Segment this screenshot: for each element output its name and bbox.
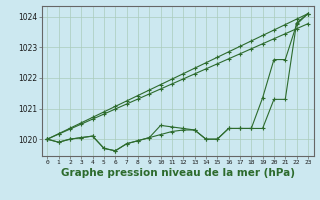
X-axis label: Graphe pression niveau de la mer (hPa): Graphe pression niveau de la mer (hPa)	[60, 168, 295, 178]
